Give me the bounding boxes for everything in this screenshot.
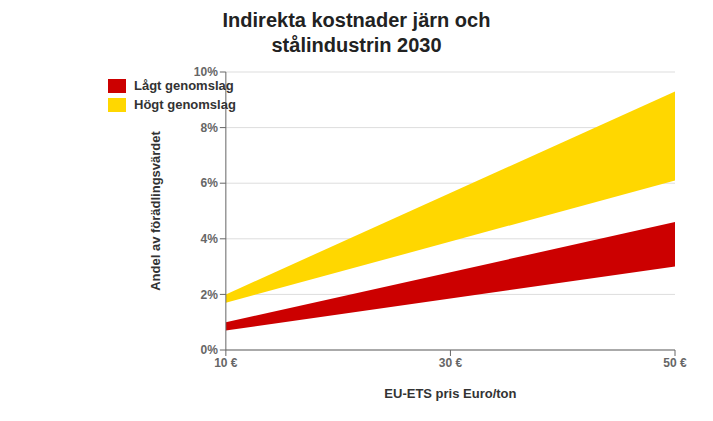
svg-text:2%: 2% (201, 288, 219, 302)
svg-text:8%: 8% (201, 121, 219, 135)
html-text:stålindustrin 2030: stålindustrin 2030 (271, 34, 442, 56)
svg-text:6%: 6% (201, 176, 219, 190)
html-text:Indirekta kostnader järn och: Indirekta kostnader järn och (222, 9, 491, 31)
svg-text:Andel av förädlingsvärdet: Andel av förädlingsvärdet (148, 131, 163, 291)
svg-text:EU-ETS pris Euro/ton: EU-ETS pris Euro/ton (384, 386, 516, 401)
svg-text:50 €: 50 € (663, 356, 687, 370)
html-text:Lågt genomslag: Lågt genomslag (134, 78, 234, 93)
svg-text:30 €: 30 € (439, 356, 463, 370)
svg-text:10%: 10% (194, 65, 218, 79)
html-text:Högt genomslag: Högt genomslag (134, 97, 236, 112)
svg-text:10 €: 10 € (214, 356, 238, 370)
svg-text:4%: 4% (201, 232, 219, 246)
svg-text:0%: 0% (201, 343, 219, 357)
